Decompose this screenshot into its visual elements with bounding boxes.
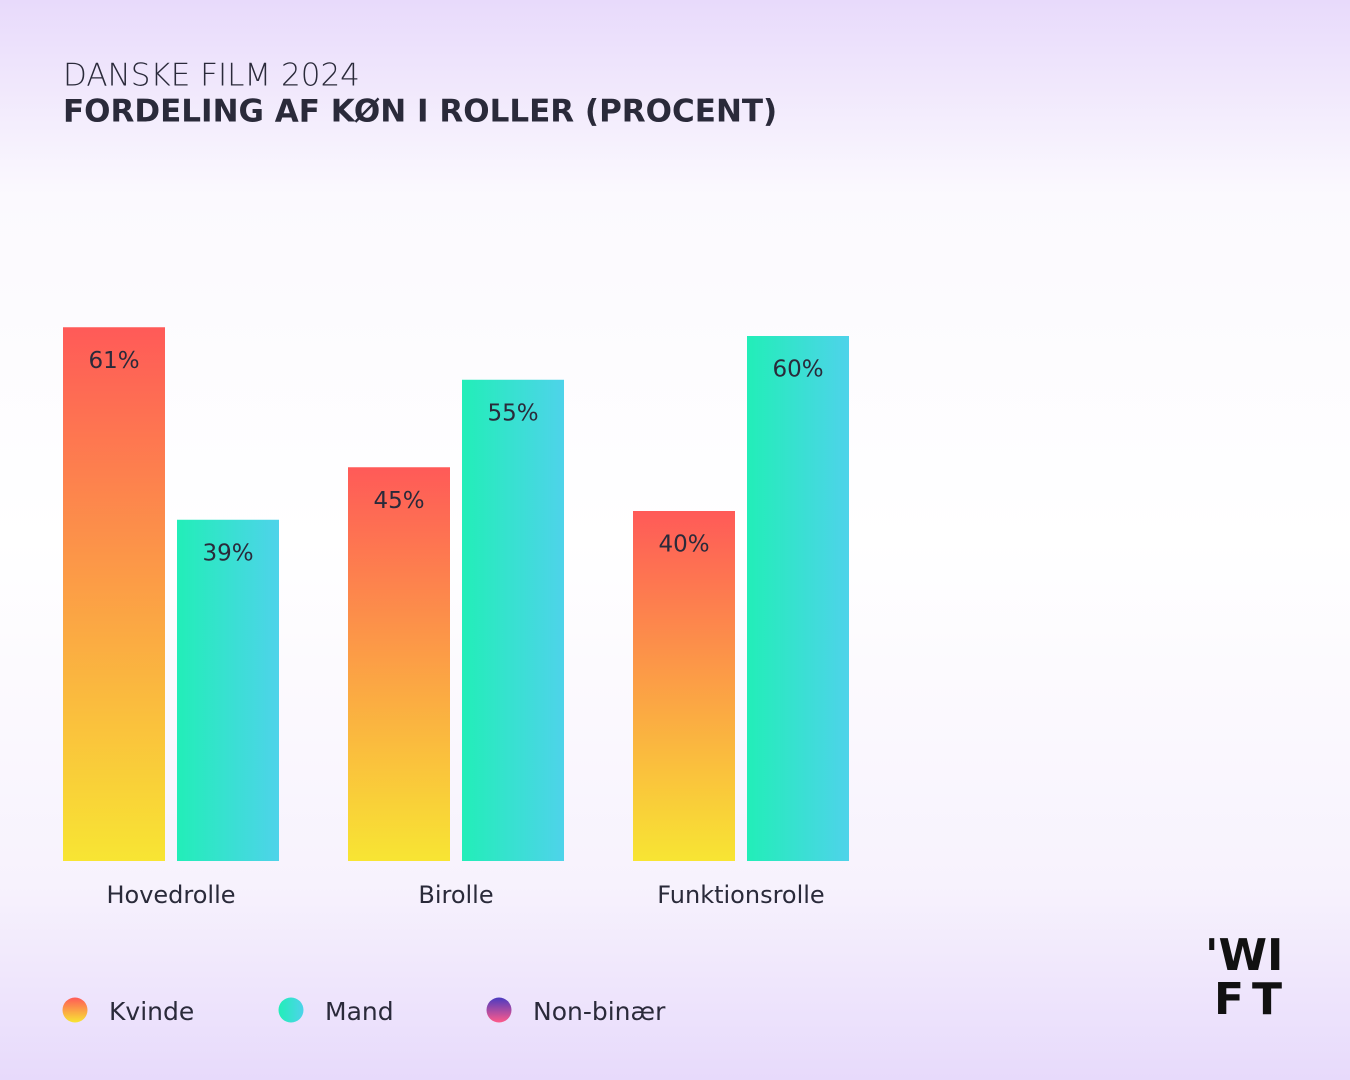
legend-label: Mand	[325, 997, 394, 1026]
value-label: 40%	[658, 532, 709, 558]
logo-line: FT	[1214, 974, 1290, 1025]
bar	[633, 511, 735, 861]
bar	[177, 519, 279, 861]
value-label: 61%	[88, 348, 139, 374]
x-tick-label: Birolle	[418, 881, 493, 909]
x-tick-label: Hovedrolle	[106, 881, 235, 909]
legend-marker	[486, 997, 512, 1023]
legend-marker	[62, 997, 88, 1023]
legend-label: Kvinde	[109, 997, 194, 1026]
bar	[348, 467, 450, 861]
chart-title: DANSKE FILM 2024	[63, 58, 360, 94]
bar	[63, 327, 165, 861]
chart-subtitle: FORDELING AF KØN I ROLLER (PROCENT)	[63, 94, 777, 130]
legend-marker	[278, 997, 304, 1023]
value-label: 60%	[772, 357, 823, 383]
bar	[462, 379, 564, 861]
legend-label: Non-binær	[533, 997, 666, 1026]
x-tick-label: Funktionsrolle	[657, 881, 824, 909]
value-label: 55%	[487, 400, 538, 426]
logo-line: 'WI	[1205, 930, 1283, 981]
value-label: 45%	[373, 488, 424, 514]
bar	[747, 336, 849, 861]
value-label: 39%	[202, 540, 253, 566]
